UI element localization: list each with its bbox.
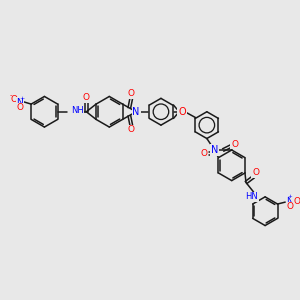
Text: O: O [16,103,23,112]
Text: O: O [178,107,186,117]
Text: O: O [83,93,90,102]
Text: N: N [132,107,140,117]
Text: NH: NH [71,106,84,115]
Text: HN: HN [245,192,258,201]
Text: O: O [128,125,135,134]
Text: O: O [293,197,300,206]
Text: +: + [288,194,292,199]
Text: +: + [19,96,24,101]
Text: N: N [286,197,293,206]
Text: N: N [211,145,218,155]
Text: O: O [231,140,238,149]
Text: -: - [10,92,12,98]
Text: N: N [16,98,23,107]
Text: O: O [252,169,259,178]
Text: -: - [299,197,300,203]
Text: O: O [201,149,208,158]
Text: O: O [286,202,293,211]
Text: O: O [128,89,135,98]
Text: O: O [11,95,17,104]
